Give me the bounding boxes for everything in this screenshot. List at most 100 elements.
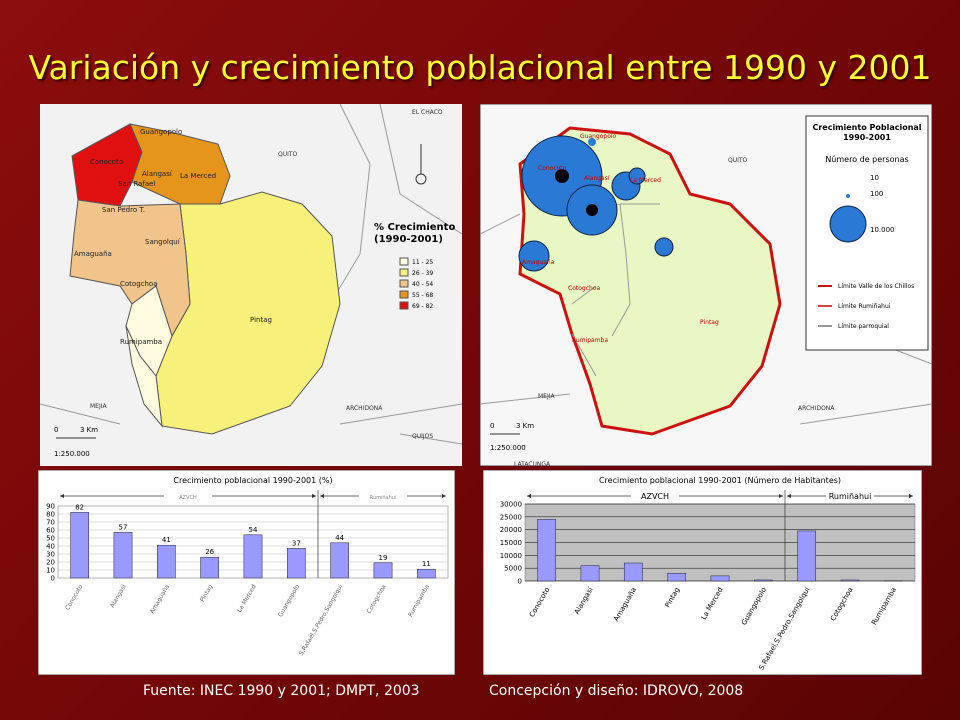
y-tick-label: 40 bbox=[46, 543, 55, 551]
group-label-bg bbox=[826, 491, 874, 501]
value-label: 82 bbox=[75, 503, 84, 511]
place-label: Guangopolo bbox=[580, 133, 617, 140]
place-label: Alangasí bbox=[584, 175, 610, 182]
bar bbox=[667, 573, 687, 582]
footer-credit: Concepción y diseño: IDROVO, 2008 bbox=[489, 683, 744, 699]
bubble bbox=[628, 167, 646, 185]
boundary bbox=[559, 203, 660, 377]
place-label: Alangasí bbox=[142, 170, 173, 178]
scale-zero: 0 bbox=[490, 422, 494, 430]
group-label: AZVCH bbox=[641, 492, 669, 501]
y-tick-label: 60 bbox=[46, 527, 55, 535]
place-label: Conocoto bbox=[90, 158, 123, 166]
place-label: Cotogchoa bbox=[120, 280, 158, 288]
group-label-bg bbox=[631, 491, 679, 501]
legend-subtitle: 1990-2001 bbox=[843, 133, 891, 142]
legend-heading: Número de personas bbox=[825, 155, 908, 164]
chart: Crecimiento poblacional 1990-2001 (%) 010… bbox=[38, 470, 455, 675]
value-label: 37 bbox=[292, 539, 301, 547]
legend-size: 100 bbox=[870, 190, 883, 198]
value-label: 44 bbox=[335, 534, 344, 542]
map-right: Guangopolo Conocoto Alangasí La Merced Amagu… bbox=[480, 104, 932, 466]
surrounding-label: QUIJOS bbox=[412, 433, 433, 440]
bar bbox=[580, 565, 600, 582]
surrounding-label: ARCHIDONA bbox=[346, 405, 383, 412]
surrounding-label: LATACUNGA bbox=[514, 461, 551, 466]
legend-swatch bbox=[399, 290, 409, 299]
y-tick-label: 0 bbox=[518, 578, 522, 586]
place-label: Rumipamba bbox=[572, 337, 608, 344]
place-label: La Merced bbox=[180, 172, 216, 180]
scale-ratio: 1:250.000 bbox=[490, 444, 526, 452]
place-label: San Pedro T. bbox=[102, 206, 145, 214]
legend-title: Crecimiento Poblacional bbox=[812, 123, 921, 132]
legend-label: 26 - 39 bbox=[412, 270, 433, 277]
y-tick-label: 25000 bbox=[500, 513, 522, 521]
boundary bbox=[40, 104, 462, 445]
chart-title: Crecimiento poblacional 1990-2001 (%) bbox=[173, 476, 332, 485]
region bbox=[125, 325, 163, 428]
slide-title: Variación y crecimiento poblacional entr… bbox=[28, 48, 932, 87]
group-label-bg bbox=[359, 491, 407, 501]
bar bbox=[156, 544, 176, 579]
legend-label: 55 - 68 bbox=[412, 292, 433, 299]
legend-line-label: Límite parroquial bbox=[838, 323, 889, 330]
place-label: Amaguaña bbox=[522, 259, 555, 266]
legend-swatch bbox=[399, 301, 409, 310]
value-label: 41 bbox=[162, 536, 171, 544]
surrounding-label: ARCHIDONA bbox=[798, 405, 835, 412]
bar bbox=[200, 556, 220, 579]
bubble bbox=[654, 237, 674, 257]
y-tick-label: 30000 bbox=[500, 501, 522, 509]
bar bbox=[840, 579, 860, 582]
scale-km: 3 Km bbox=[80, 426, 98, 434]
legend-subtitle: (1990-2001) bbox=[374, 234, 443, 245]
y-tick-label: 30 bbox=[46, 551, 55, 559]
surrounding-label: MEJIA bbox=[538, 393, 556, 400]
value-label: 57 bbox=[119, 523, 128, 531]
bubble bbox=[555, 169, 569, 183]
legend-label: 69 - 82 bbox=[412, 303, 433, 310]
bar bbox=[113, 532, 133, 579]
place-label: Pintag bbox=[250, 316, 272, 324]
legend-swatch bbox=[399, 279, 409, 288]
value-label: 19 bbox=[379, 554, 388, 562]
bar bbox=[286, 548, 306, 579]
footer-source: Fuente: INEC 1990 y 2001; DMPT, 2003 bbox=[143, 683, 420, 699]
bar bbox=[243, 534, 263, 579]
value-label: 11 bbox=[422, 560, 431, 568]
group-label-bg bbox=[164, 491, 212, 501]
place-label: La Merced bbox=[630, 177, 661, 184]
y-tick-label: 20 bbox=[46, 559, 55, 567]
scale-km: 3 Km bbox=[516, 422, 534, 430]
surrounding-label: QUITO bbox=[278, 151, 298, 158]
bar bbox=[416, 568, 436, 579]
legend-swatch bbox=[399, 257, 409, 266]
scale-zero: 0 bbox=[54, 426, 58, 434]
legend-line-label: Límite Rumiñahui bbox=[838, 303, 891, 310]
group-label: Rumiñahui bbox=[829, 492, 872, 501]
legend-swatch bbox=[399, 268, 409, 277]
map-left: Guangopolo Conocoto Alangasí La Merced San R… bbox=[40, 104, 462, 466]
y-tick-label: 10000 bbox=[500, 552, 522, 560]
legend-size: 10 bbox=[870, 174, 879, 182]
legend-box bbox=[805, 115, 929, 351]
surrounding-label: EL CHACO bbox=[412, 109, 443, 116]
bar bbox=[797, 530, 817, 582]
y-tick-label: 5000 bbox=[504, 565, 522, 573]
place-label: Guangopolo bbox=[140, 128, 182, 136]
legend-bubble bbox=[846, 194, 850, 198]
place-label: Sangolquí bbox=[145, 238, 181, 246]
bar bbox=[373, 562, 393, 579]
y-tick-label: 90 bbox=[46, 503, 55, 511]
y-tick-label: 20000 bbox=[500, 526, 522, 534]
y-tick-label: 50 bbox=[46, 535, 55, 543]
bar bbox=[623, 562, 643, 582]
legend-line-label: Límite Valle de los Chillos bbox=[838, 283, 914, 290]
group-label: AZVCH bbox=[179, 495, 197, 501]
place-label: Amaguaña bbox=[74, 250, 112, 258]
y-tick-label: 15000 bbox=[500, 539, 522, 547]
bar bbox=[70, 512, 90, 579]
group-label: Rumiñahui bbox=[370, 495, 397, 501]
